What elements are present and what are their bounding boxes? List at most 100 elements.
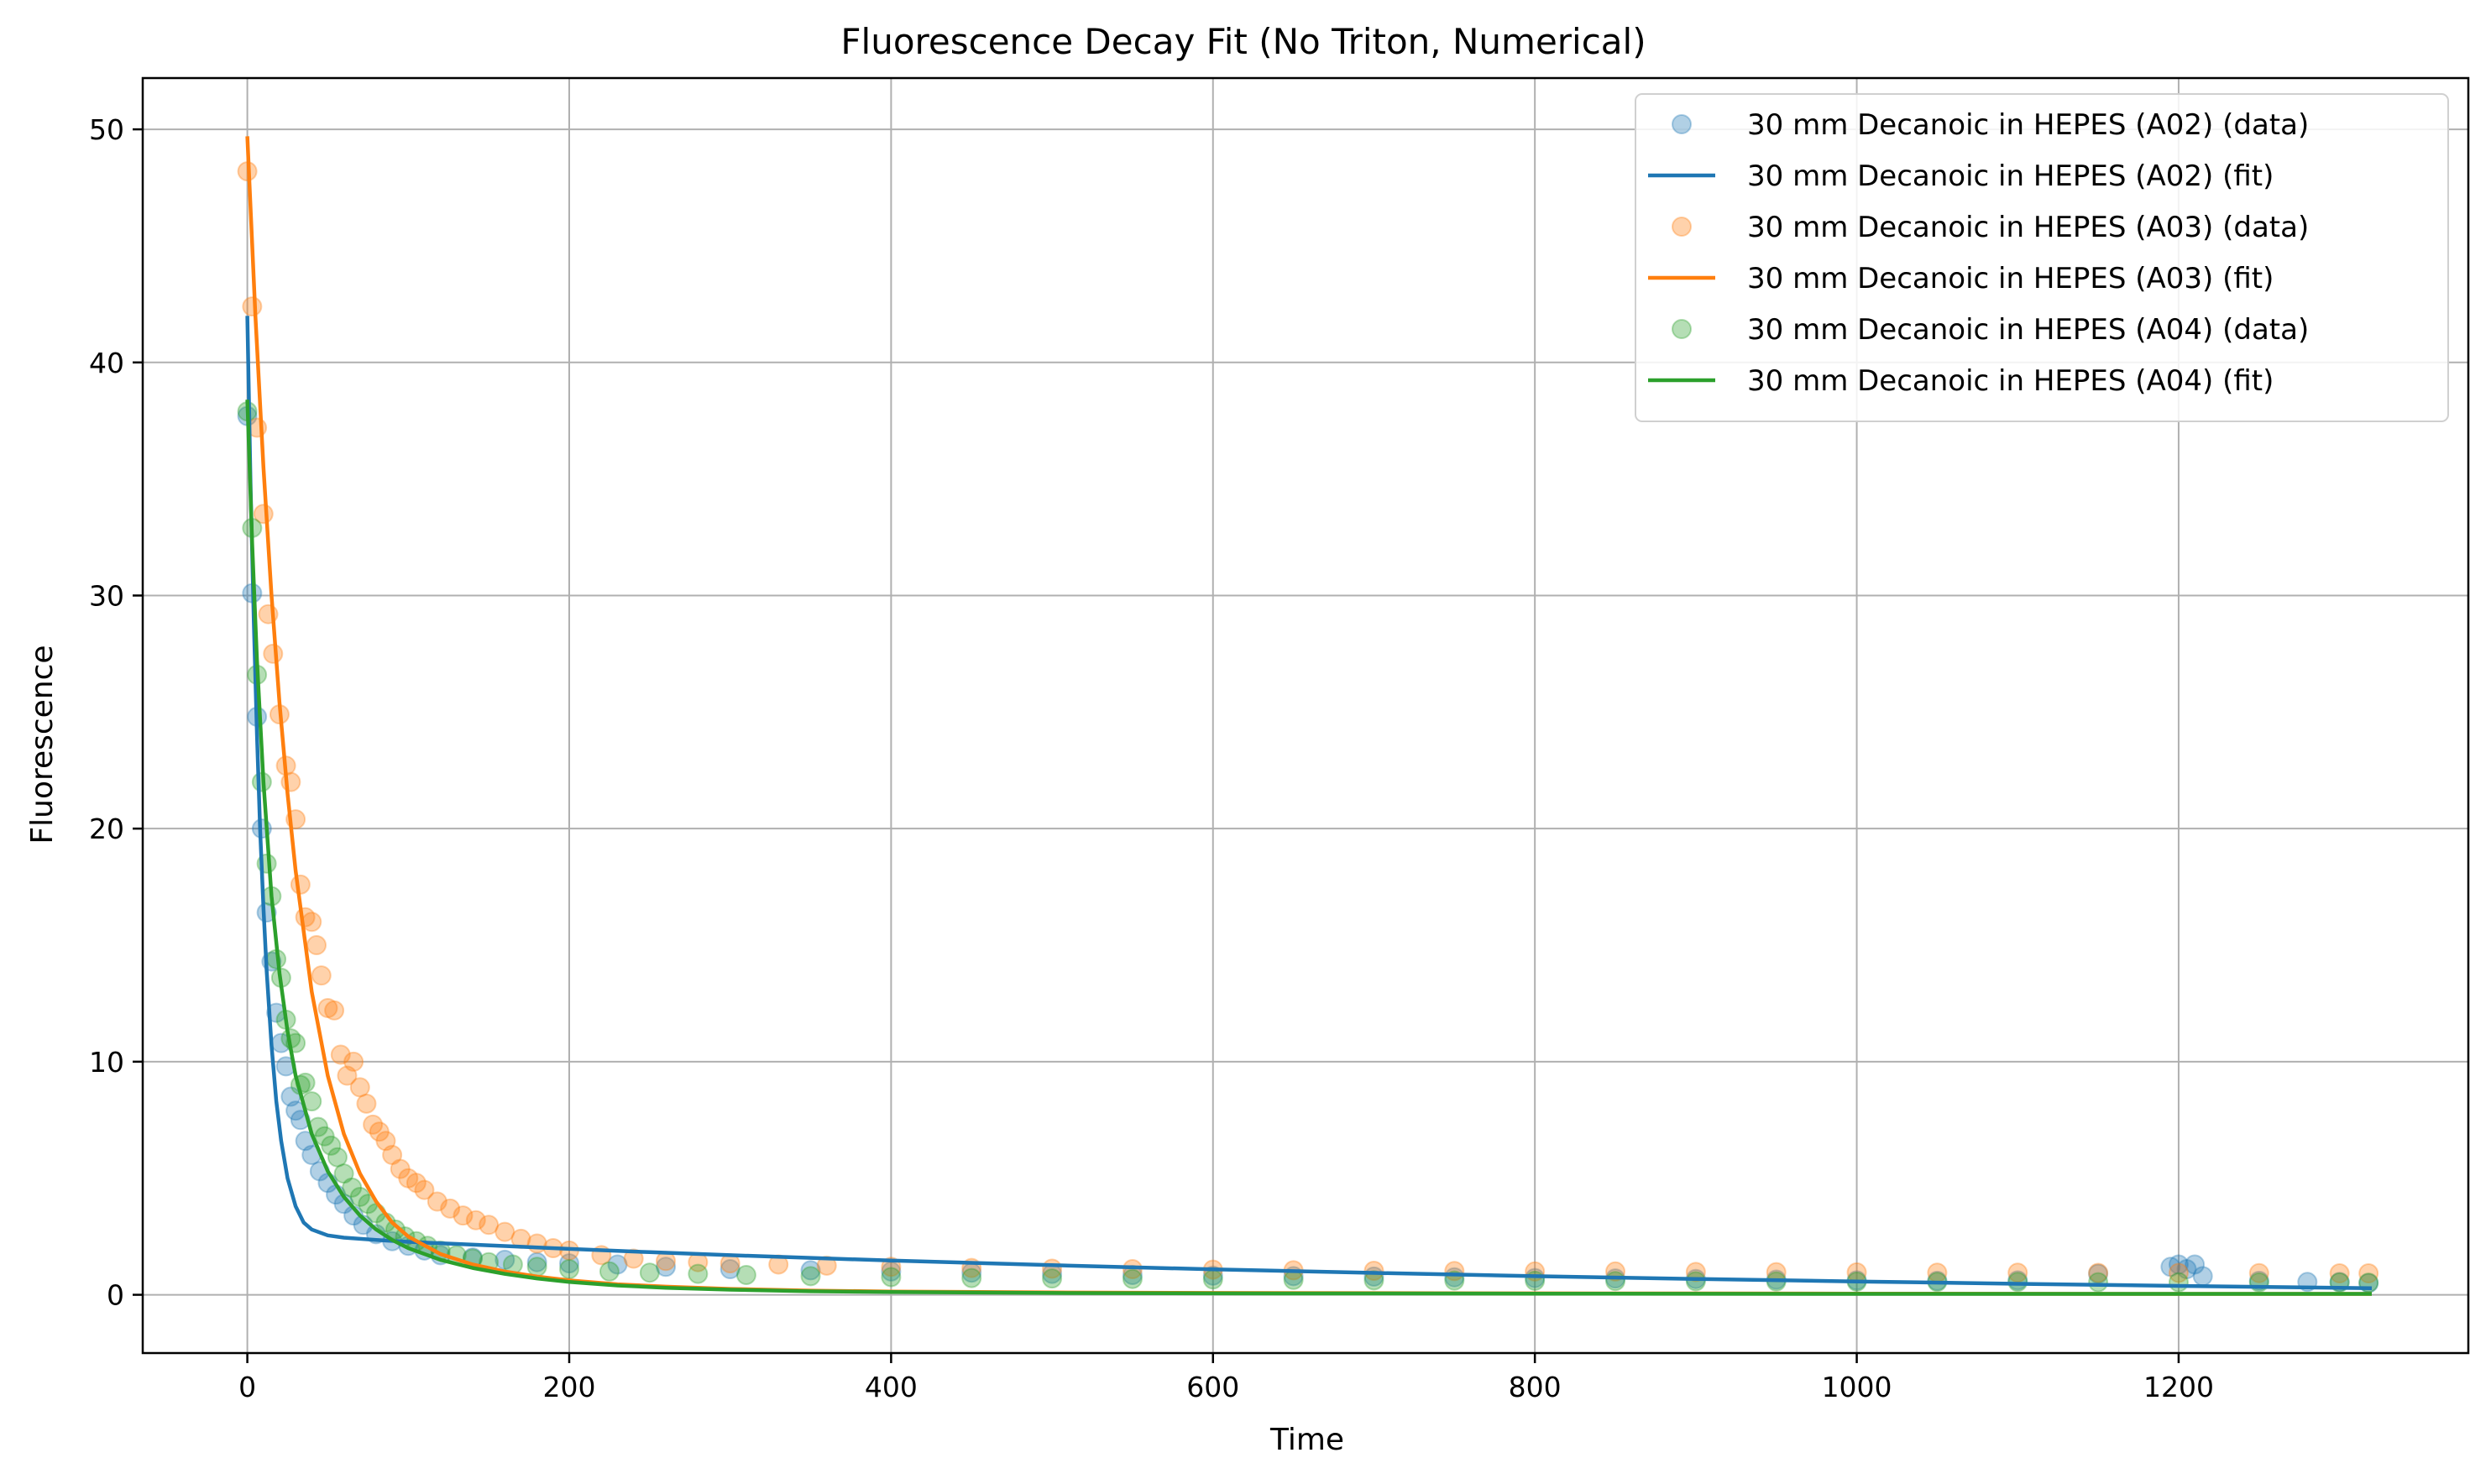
series-group: [237, 136, 2379, 1296]
data-point: [465, 1210, 486, 1231]
legend-marker: [1672, 319, 1692, 339]
data-point: [427, 1191, 447, 1212]
legend-box: [1635, 93, 2449, 422]
data-point: [453, 1205, 474, 1226]
data-point: [1122, 1268, 1143, 1289]
fit-line: [245, 316, 2373, 1291]
data-point: [1283, 1269, 1304, 1290]
legend-entry: 30 mm Decanoic in HEPES (A02) (fit): [1648, 159, 2274, 193]
data-point: [1685, 1262, 1706, 1283]
data-point: [2168, 1272, 2189, 1293]
legend-entry: 30 mm Decanoic in HEPES (A02) (data): [1672, 108, 2309, 142]
data-point: [342, 1177, 363, 1198]
y-tick-label: 50: [89, 113, 124, 146]
data-point: [263, 643, 284, 664]
x-tick-label: 800: [1509, 1371, 1562, 1403]
data-point: [343, 1051, 364, 1072]
data-point: [324, 1000, 345, 1021]
data-point: [349, 1077, 370, 1098]
data-point: [800, 1260, 821, 1281]
data-point: [881, 1267, 902, 1288]
data-point: [607, 1254, 628, 1275]
data-point: [317, 998, 338, 1019]
data-point: [599, 1261, 620, 1282]
data-point: [2168, 1262, 2189, 1283]
data-point: [1042, 1268, 1063, 1289]
data-point: [639, 1262, 660, 1283]
data-point: [526, 1257, 547, 1278]
data-point: [656, 1257, 677, 1278]
data-point: [2358, 1263, 2379, 1284]
legend-label: 30 mm Decanoic in HEPES (A02) (data): [1747, 108, 2309, 142]
legend-marker: [1672, 114, 1692, 134]
data-point: [558, 1259, 579, 1280]
y-tick-label: 0: [107, 1279, 124, 1312]
data-point: [314, 1126, 335, 1147]
chart-title: Fluorescence Decay Fit (No Triton, Numer…: [840, 21, 1646, 62]
data-point: [479, 1215, 500, 1236]
data-point: [301, 912, 322, 933]
data-point: [2160, 1257, 2181, 1278]
data-point: [816, 1255, 837, 1276]
legend-label: 30 mm Decanoic in HEPES (A03) (data): [1747, 211, 2309, 244]
legend-entry: 30 mm Decanoic in HEPES (A04) (data): [1672, 313, 2309, 347]
y-tick-label: 20: [89, 813, 124, 845]
data-point: [327, 1147, 348, 1168]
data-point: [337, 1065, 358, 1086]
data-point: [961, 1267, 982, 1288]
y-tick-label: 40: [89, 347, 124, 379]
x-tick-label: 0: [238, 1371, 256, 1403]
y-tick-label: 30: [89, 579, 124, 612]
data-point: [2329, 1263, 2350, 1284]
x-axis-label: Time: [1269, 1423, 1344, 1457]
legend-label: 30 mm Decanoic in HEPES (A02) (fit): [1747, 159, 2274, 193]
data-point: [414, 1179, 435, 1200]
data-point: [306, 935, 327, 956]
data-point: [2192, 1266, 2213, 1287]
data-point: [623, 1248, 644, 1269]
legend-label: 30 mm Decanoic in HEPES (A03) (fit): [1747, 262, 2274, 295]
data-point: [390, 1158, 411, 1179]
data-point: [495, 1221, 515, 1242]
data-point: [2176, 1259, 2197, 1280]
data-point: [321, 1135, 342, 1156]
data-point: [1685, 1271, 1706, 1292]
y-axis-label: Fluorescence: [25, 645, 60, 844]
data-point: [363, 1114, 384, 1135]
data-point: [2248, 1272, 2269, 1293]
data-point: [1363, 1260, 1384, 1281]
data-point: [2168, 1254, 2189, 1275]
data-point: [382, 1144, 403, 1165]
data-point: [2248, 1262, 2269, 1283]
data-point: [526, 1251, 547, 1272]
legend-label: 30 mm Decanoic in HEPES (A04) (fit): [1747, 364, 2274, 398]
legend-entry: 30 mm Decanoic in HEPES (A03) (data): [1672, 211, 2309, 244]
data-point: [349, 1186, 370, 1207]
data-point: [2185, 1254, 2206, 1275]
legend-entry: 30 mm Decanoic in HEPES (A03) (fit): [1648, 262, 2274, 295]
x-tick-label: 200: [542, 1371, 595, 1403]
legend-label: 30 mm Decanoic in HEPES (A04) (data): [1747, 313, 2309, 347]
data-point: [735, 1264, 756, 1285]
data-point: [398, 1168, 419, 1189]
plot-area: 0 200 400 600 800 1000 1200 0 10 20 30 40 50: [89, 76, 2470, 1403]
data-point: [385, 1219, 406, 1240]
data-point: [2088, 1262, 2109, 1283]
fit-line: [245, 400, 2372, 1296]
data-point: [311, 965, 332, 986]
data-point: [242, 296, 263, 317]
data-point: [688, 1263, 709, 1284]
data-point: [375, 1131, 396, 1152]
data-point: [1605, 1271, 1626, 1292]
legend-entry: 30 mm Decanoic in HEPES (A04) (fit): [1648, 364, 2274, 398]
legend: 30 mm Decanoic in HEPES (A02) (data) 30 m…: [1635, 93, 2449, 422]
data-point: [290, 874, 311, 895]
data-point: [1202, 1269, 1223, 1290]
x-tick-label: 1000: [1822, 1371, 1892, 1403]
data-point: [333, 1163, 354, 1184]
data-point: [406, 1173, 427, 1194]
data-point: [356, 1093, 377, 1114]
x-tick-label: 400: [865, 1371, 918, 1403]
data-point: [330, 1044, 351, 1065]
